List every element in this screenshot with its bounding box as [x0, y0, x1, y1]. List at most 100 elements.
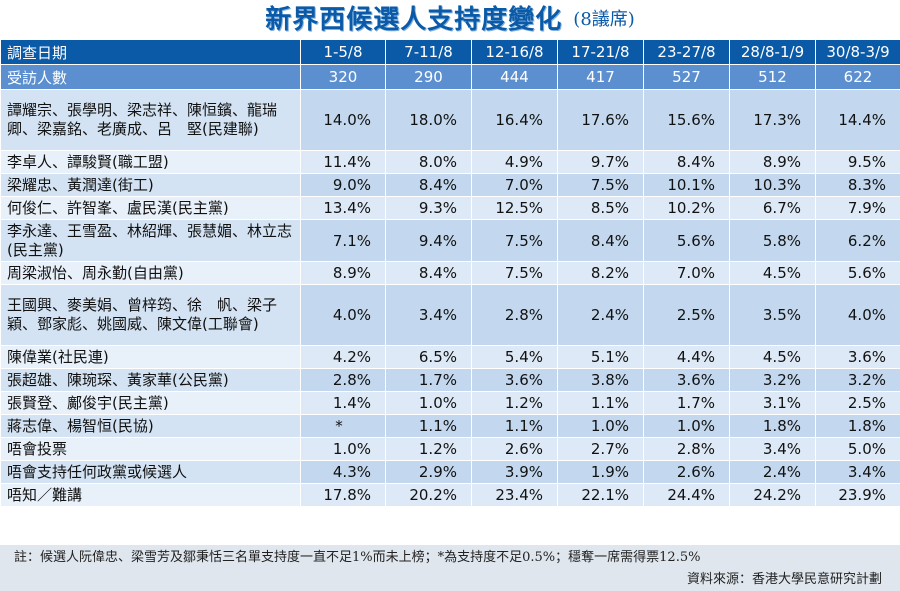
support-value: 5.8%	[729, 219, 816, 262]
support-value: 1.1%	[557, 391, 644, 415]
support-value: 1.9%	[557, 460, 644, 484]
source-credit: 資料來源：香港大學民意研究計劃	[686, 572, 882, 587]
support-value: 7.9%	[815, 196, 900, 220]
support-value: 5.4%	[471, 345, 558, 369]
support-value: 13.4%	[300, 196, 386, 220]
date-header: 7-11/8	[385, 40, 472, 65]
support-value: 4.5%	[729, 345, 816, 369]
table-row: 周梁淑怡、周永勤(自由黨) 8.9% 8.4% 7.5% 8.2% 7.0% 4.5% 5.6…	[0, 261, 900, 285]
table-row: 梁耀忠、黃潤達(街工) 9.0% 8.4% 7.0% 7.5% 10.1% 10.3% 8.3…	[0, 173, 900, 197]
header-label: 調查日期	[0, 40, 301, 65]
candidate-list-name: 張超雄、陳琬琛、黃家華(公民黨)	[0, 368, 301, 392]
support-value: 2.5%	[643, 284, 730, 346]
table-row: 陳偉業(社民連) 4.2% 6.5% 5.4% 5.1% 4.4% 4.5% 3.6%	[0, 345, 900, 369]
candidate-list-name: 唔會投票	[0, 437, 301, 461]
candidate-list-name: 唔知／難講	[0, 483, 301, 507]
support-value: 10.2%	[643, 196, 730, 220]
support-value: 2.9%	[385, 460, 472, 484]
support-value: 3.6%	[643, 368, 730, 392]
support-value: 2.8%	[643, 437, 730, 461]
support-value: 3.2%	[729, 368, 816, 392]
support-value: 24.4%	[643, 483, 730, 507]
support-value: 8.4%	[557, 219, 644, 262]
date-header: 23-27/8	[643, 40, 730, 65]
support-value: 17.3%	[729, 89, 816, 151]
candidate-list-name: 王國興、麥美娟、曾梓筠、徐 帆、梁子穎、鄧家彪、姚國威、陳文偉(工聯會)	[0, 284, 301, 346]
support-value: 5.6%	[643, 219, 730, 262]
support-value: 2.4%	[557, 284, 644, 346]
support-value: 15.6%	[643, 89, 730, 151]
table-row: 王國興、麥美娟、曾梓筠、徐 帆、梁子穎、鄧家彪、姚國威、陳文偉(工聯會) 4.0%…	[0, 284, 900, 346]
support-value: 23.9%	[815, 483, 900, 507]
support-value: 6.7%	[729, 196, 816, 220]
support-value: 6.2%	[815, 219, 900, 262]
support-value: 5.6%	[815, 261, 900, 285]
support-value: 3.2%	[815, 368, 900, 392]
support-value: 9.0%	[300, 173, 386, 197]
support-value: 3.9%	[471, 460, 558, 484]
support-value: 1.8%	[815, 414, 900, 438]
footnote: 註：候選人阮偉忠、梁雪芳及鄒秉恬三名單支持度一直不足1%而未上榜；*為支持度不足…	[14, 550, 701, 565]
support-value: 7.0%	[643, 261, 730, 285]
support-value: 5.0%	[815, 437, 900, 461]
support-value: 3.8%	[557, 368, 644, 392]
table-row: 譚耀宗、張學明、梁志祥、陳恒鑌、龍瑞卿、梁嘉銘、老廣成、呂 堅(民建聯) 14.0…	[0, 89, 900, 151]
chart-subtitle: (8議席)	[573, 9, 635, 30]
support-value: 3.4%	[815, 460, 900, 484]
support-value: 16.4%	[471, 89, 558, 151]
support-value: 2.6%	[643, 460, 730, 484]
candidate-list-name: 張賢登、鄺俊宇(民主黨)	[0, 391, 301, 415]
candidate-list-name: 周梁淑怡、周永勤(自由黨)	[0, 261, 301, 285]
support-value: 24.2%	[729, 483, 816, 507]
table-row: 唔知／難講 17.8% 20.2% 23.4% 22.1% 24.4% 24.2% 23.9%	[0, 483, 900, 507]
support-value: 1.0%	[643, 414, 730, 438]
support-value: 1.0%	[557, 414, 644, 438]
candidate-list-name: 譚耀宗、張學明、梁志祥、陳恒鑌、龍瑞卿、梁嘉銘、老廣成、呂 堅(民建聯)	[0, 89, 301, 151]
support-value: 8.9%	[729, 150, 816, 174]
support-value: 7.5%	[557, 173, 644, 197]
support-value: 9.5%	[815, 150, 900, 174]
candidate-list-name: 唔會支持任何政黨或候選人	[0, 460, 301, 484]
support-value: 1.1%	[385, 414, 472, 438]
support-value: 3.1%	[729, 391, 816, 415]
respondents-count: 527	[643, 64, 730, 90]
support-value: 2.7%	[557, 437, 644, 461]
table-row: 李永達、王雪盈、林紹輝、張慧媚、林立志(民主黨) 7.1% 9.4% 7.5% 8.4%…	[0, 219, 900, 262]
table-row: 唔會支持任何政黨或候選人 4.3% 2.9% 3.9% 1.9% 2.6% 2.4% 3.4%	[0, 460, 900, 484]
support-value: 8.9%	[300, 261, 386, 285]
chart-title: 新界西候選人支持度變化	[265, 5, 563, 35]
table-row: 蔣志偉、楊智恒(民協) * 1.1% 1.1% 1.0% 1.0% 1.8% 1.8%	[0, 414, 900, 438]
support-value: 8.4%	[385, 173, 472, 197]
support-value: 8.5%	[557, 196, 644, 220]
support-value: 3.4%	[729, 437, 816, 461]
support-value: 10.3%	[729, 173, 816, 197]
candidate-list-name: 蔣志偉、楊智恒(民協)	[0, 414, 301, 438]
candidate-list-name: 陳偉業(社民連)	[0, 345, 301, 369]
support-value: 5.1%	[557, 345, 644, 369]
support-value: 3.5%	[729, 284, 816, 346]
support-value: 4.0%	[300, 284, 386, 346]
candidate-list-name: 李卓人、譚駿賢(職工盟)	[0, 150, 301, 174]
respondents-count: 444	[471, 64, 558, 90]
poll-table: 調查日期 1-5/8 7-11/8 12-16/8 17-21/8 23-27/8 28/…	[0, 40, 900, 507]
candidate-list-name: 何俊仁、許智峯、盧民漢(民主黨)	[0, 196, 301, 220]
table-row: 張超雄、陳琬琛、黃家華(公民黨) 2.8% 1.7% 3.6% 3.8% 3.6% 3.2%…	[0, 368, 900, 392]
support-value: 10.1%	[643, 173, 730, 197]
support-value: 3.6%	[815, 345, 900, 369]
table-row: 唔會投票 1.0% 1.2% 2.6% 2.7% 2.8% 3.4% 5.0%	[0, 437, 900, 461]
table-row: 李卓人、譚駿賢(職工盟) 11.4% 8.0% 4.9% 9.7% 8.4% 8.9% 9.5…	[0, 150, 900, 174]
support-value: 8.3%	[815, 173, 900, 197]
support-value: 1.0%	[300, 437, 386, 461]
support-value: 2.6%	[471, 437, 558, 461]
support-value: 4.3%	[300, 460, 386, 484]
support-value: 1.2%	[471, 391, 558, 415]
date-header: 30/8-3/9	[815, 40, 900, 65]
support-value: 1.7%	[385, 368, 472, 392]
respondents-count: 512	[729, 64, 816, 90]
support-value: 4.9%	[471, 150, 558, 174]
support-value: 1.0%	[385, 391, 472, 415]
candidate-list-name: 李永達、王雪盈、林紹輝、張慧媚、林立志(民主黨)	[0, 219, 301, 262]
date-header: 17-21/8	[557, 40, 644, 65]
support-value: 7.0%	[471, 173, 558, 197]
candidate-list-name: 梁耀忠、黃潤達(街工)	[0, 173, 301, 197]
